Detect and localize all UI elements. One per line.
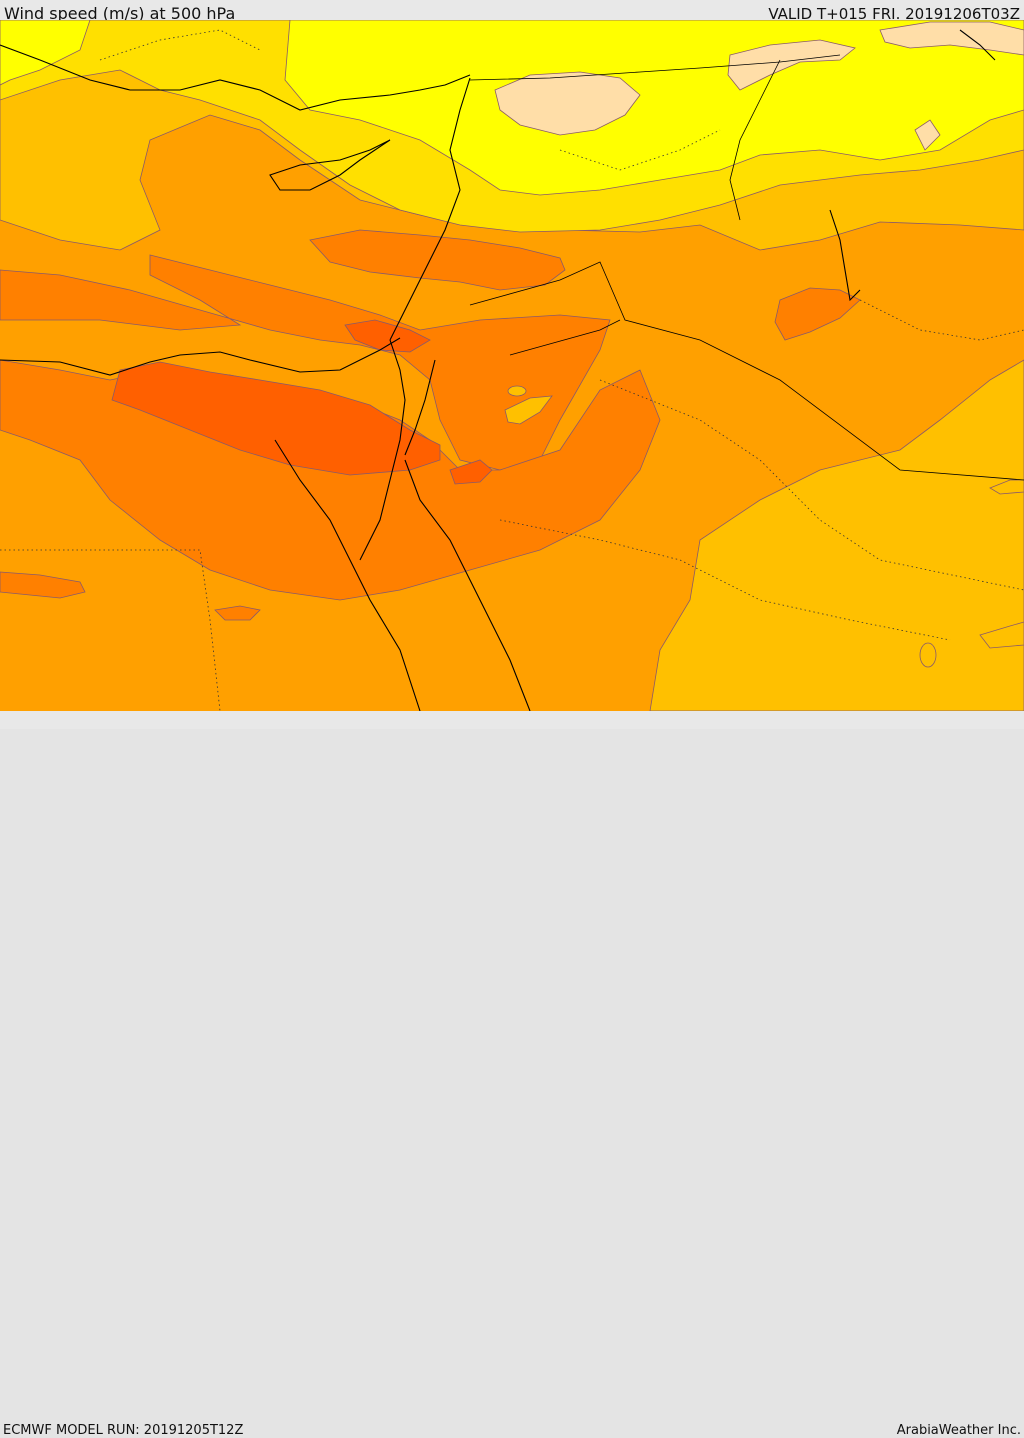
borders bbox=[469, 54, 1024, 481]
coast-turkey-south bbox=[0, 44, 471, 111]
border-jordan-iraq bbox=[469, 261, 1024, 481]
wind-zone-darkorange-north bbox=[309, 229, 566, 291]
coast-suez bbox=[359, 339, 406, 561]
admin-line-4 bbox=[99, 29, 261, 61]
wind-zone-darkorange-sw bbox=[0, 571, 86, 599]
border-iraq-iran bbox=[729, 59, 781, 221]
admin-boundaries bbox=[0, 29, 1024, 711]
wind-zone-yellow-west bbox=[0, 20, 91, 86]
footer-bar: ECMWF MODEL RUN: 20191205T12Z ArabiaWeat… bbox=[0, 711, 1024, 1438]
wind-zone-redorange-core bbox=[111, 361, 441, 476]
credit: ArabiaWeather Inc. bbox=[896, 1423, 1021, 1438]
model-run: ECMWF MODEL RUN: 20191205T12Z bbox=[3, 1423, 244, 1438]
admin-line-5 bbox=[559, 129, 721, 171]
wind-zone-darkorange-s bbox=[214, 605, 261, 621]
wind-zone-amber-island-3 bbox=[989, 479, 1024, 495]
coast-egypt-north bbox=[0, 337, 401, 376]
wind-zone-yellow bbox=[284, 20, 1024, 196]
wind-zone-light-1 bbox=[494, 71, 641, 136]
wind-zone-darkorange-west bbox=[0, 254, 611, 471]
wind-speed-map[interactable] bbox=[0, 20, 1024, 711]
coast-gulf-aqaba bbox=[404, 359, 436, 456]
coast-gulf bbox=[829, 209, 861, 302]
admin-line-2 bbox=[499, 519, 951, 641]
wind-zone-amber-island-4 bbox=[979, 621, 1024, 649]
wind-zone-redorange-north bbox=[344, 319, 431, 353]
coast-red-sea-east bbox=[404, 459, 531, 711]
coast-red-sea-west bbox=[274, 439, 421, 711]
wind-zone-darkorange-east bbox=[774, 287, 861, 341]
coastlines bbox=[0, 29, 996, 711]
wind-zone-amber-island-2 bbox=[507, 385, 527, 397]
coast-levant bbox=[389, 77, 471, 341]
wind-zone-light-2 bbox=[727, 39, 856, 91]
admin-line-1 bbox=[0, 549, 221, 711]
wind-zone-light-3 bbox=[879, 21, 1024, 56]
admin-line-3 bbox=[599, 379, 1024, 591]
header-bar: Wind speed (m/s) at 500 hPa VALID T+015 … bbox=[0, 0, 1024, 23]
wind-zone-amber-island-5 bbox=[919, 642, 937, 668]
map-title: Wind speed (m/s) at 500 hPa bbox=[4, 4, 236, 23]
coast-cyprus bbox=[269, 139, 391, 191]
valid-time: VALID T+015 FRI. 20191206T03Z bbox=[768, 5, 1020, 23]
coast-caspian bbox=[959, 29, 996, 61]
wind-zone-light-4 bbox=[914, 119, 941, 151]
wind-zone-redorange-small bbox=[449, 459, 493, 485]
wind-zone-amber-island-1 bbox=[504, 395, 553, 425]
wind-zone-amber-southeast bbox=[649, 359, 1024, 711]
border-saudi-jordan bbox=[509, 319, 621, 356]
border-north bbox=[469, 54, 841, 81]
